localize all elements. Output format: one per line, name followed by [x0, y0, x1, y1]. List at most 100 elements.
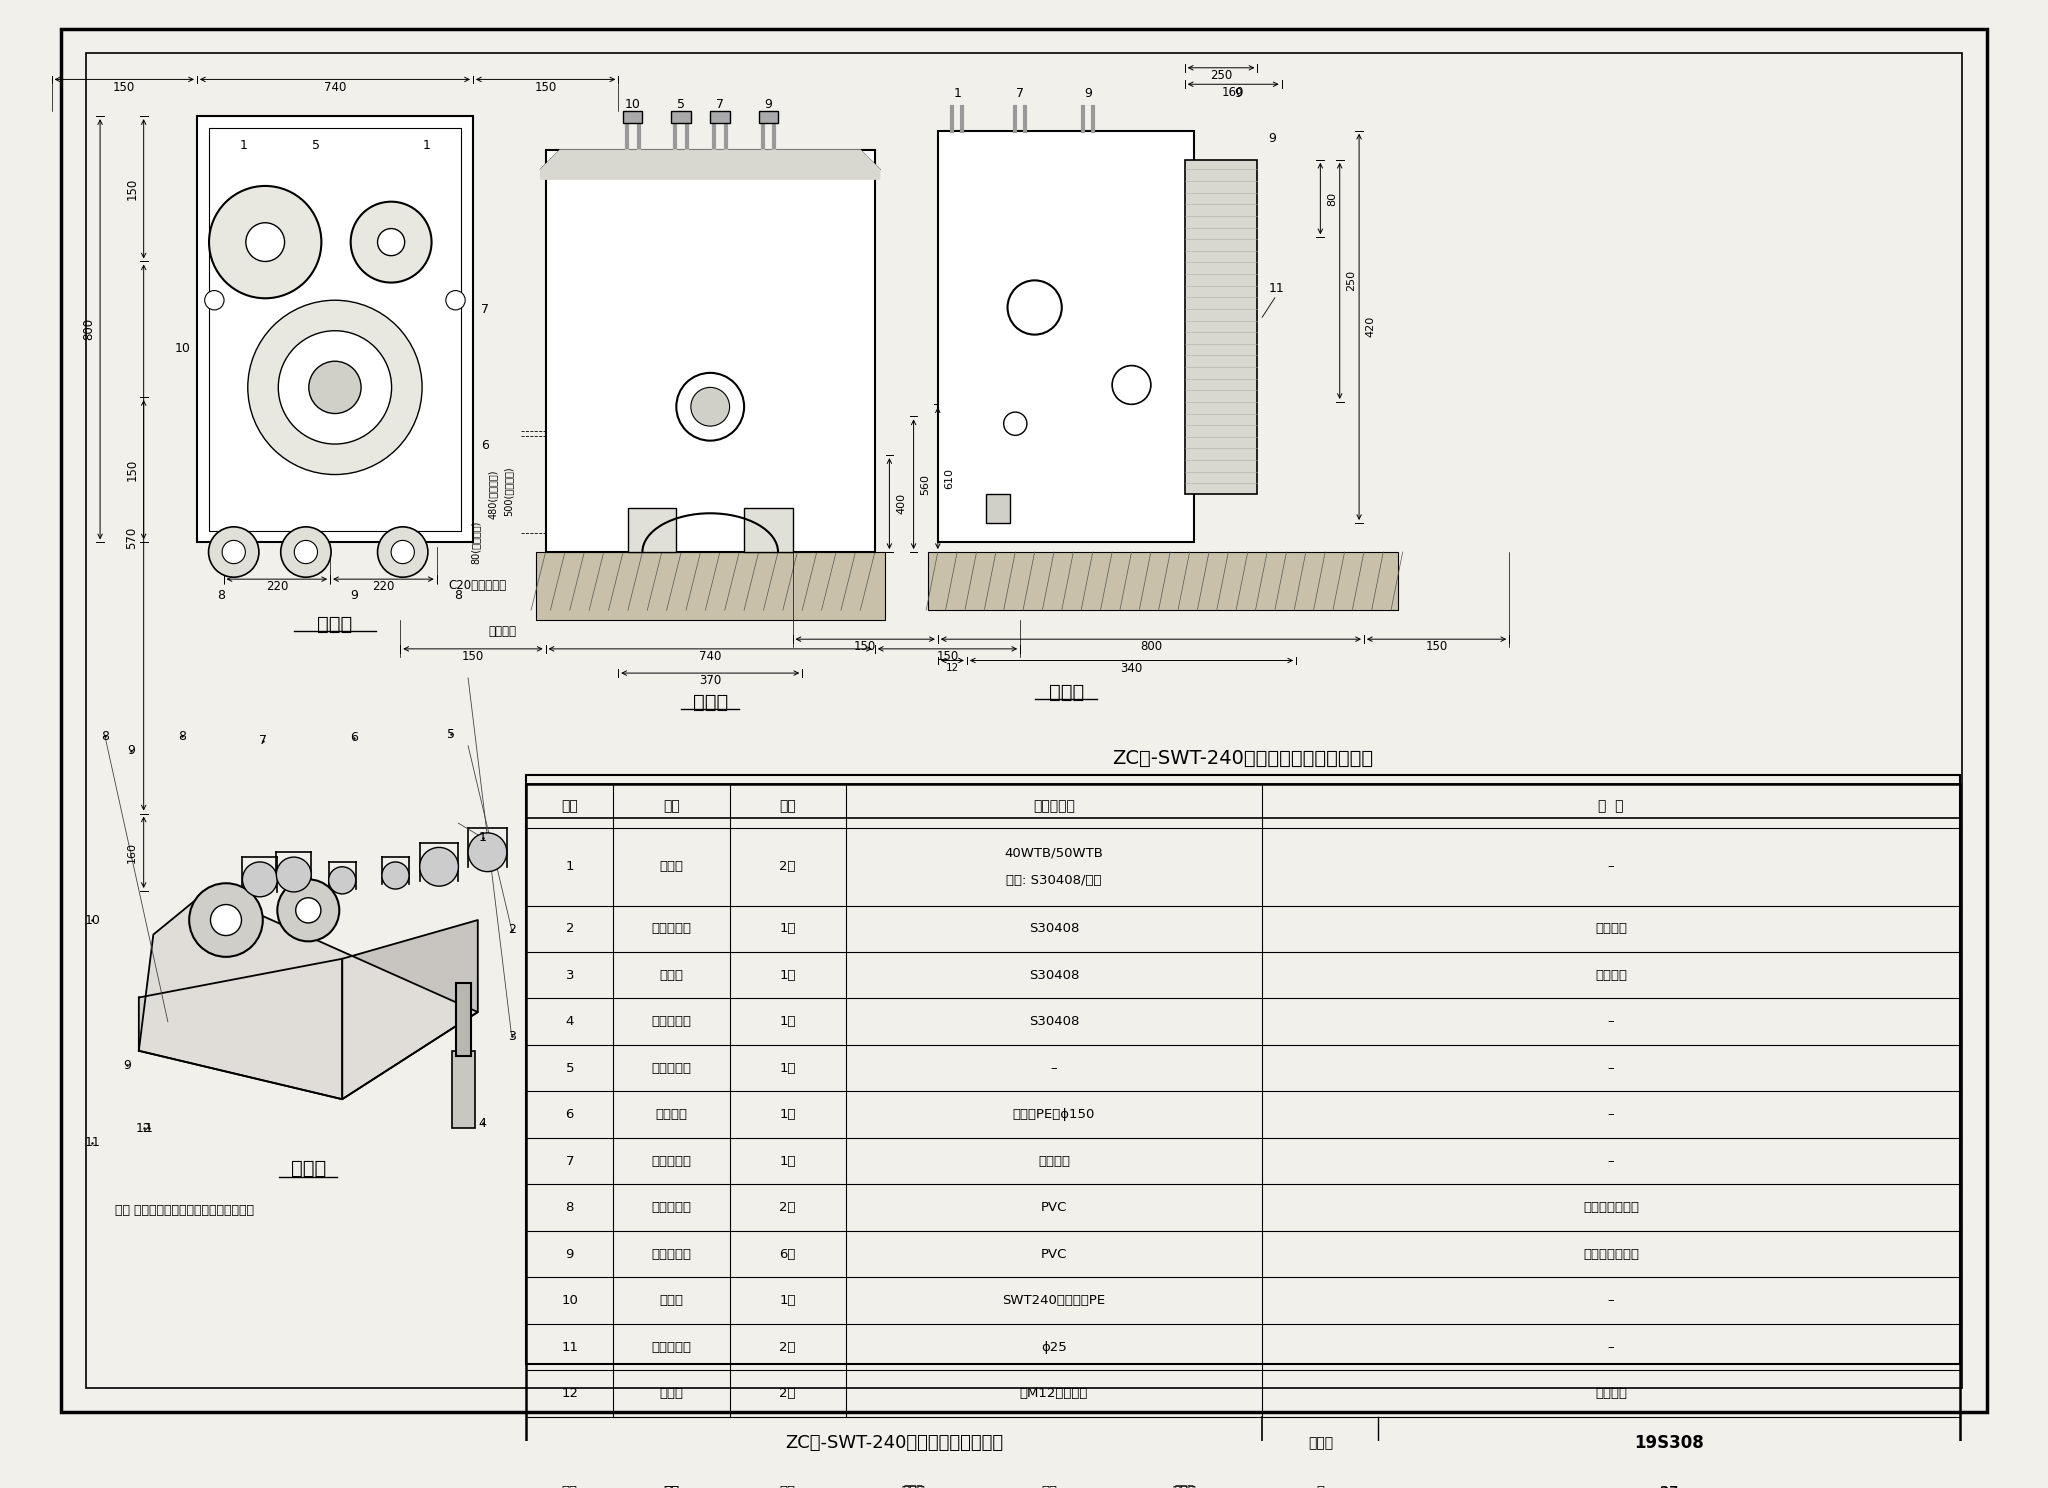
Circle shape — [295, 540, 317, 564]
Text: 9: 9 — [127, 744, 135, 757]
Text: 8: 8 — [178, 729, 186, 743]
Bar — [1184, 159, 1257, 494]
Text: 9: 9 — [764, 98, 772, 112]
Circle shape — [211, 905, 242, 936]
Text: 150: 150 — [125, 458, 139, 481]
Text: 6: 6 — [350, 732, 358, 744]
Text: 左视图: 左视图 — [1049, 683, 1083, 702]
Text: 220: 220 — [373, 580, 395, 594]
Text: 1套: 1套 — [780, 1295, 797, 1306]
Text: 9: 9 — [1268, 132, 1276, 144]
Text: 两侧对称: 两侧对称 — [1595, 1387, 1626, 1400]
Text: 审核: 审核 — [561, 1485, 578, 1488]
Text: –: – — [1608, 1341, 1614, 1354]
Text: 10: 10 — [625, 98, 641, 112]
Text: 管径由设计确定: 管径由设计确定 — [1583, 1201, 1638, 1214]
Bar — [526, 775, 1960, 1363]
Bar — [711, 112, 729, 124]
Circle shape — [279, 330, 391, 443]
Text: 膨胀螺栓: 膨胀螺栓 — [489, 625, 516, 638]
Circle shape — [420, 847, 459, 887]
Text: 40WTB/50WTB: 40WTB/50WTB — [1006, 847, 1104, 860]
Text: 9: 9 — [123, 1059, 131, 1071]
Text: 1: 1 — [240, 138, 248, 152]
Text: 420: 420 — [1366, 317, 1376, 338]
Text: 740: 740 — [698, 650, 721, 664]
Text: 2个: 2个 — [780, 1201, 797, 1214]
Text: –: – — [1608, 860, 1614, 873]
Bar — [453, 1051, 475, 1128]
Text: 快装结构: 快装结构 — [1595, 923, 1626, 936]
Polygon shape — [541, 150, 881, 179]
Text: 排空管接口: 排空管接口 — [651, 1341, 692, 1354]
Text: 3: 3 — [565, 969, 573, 982]
Text: 设计: 设计 — [1040, 1485, 1057, 1488]
Text: –: – — [1608, 1295, 1614, 1306]
Text: 150: 150 — [854, 640, 877, 653]
Text: 1个: 1个 — [780, 923, 797, 936]
Text: 7: 7 — [717, 98, 723, 112]
Text: –: – — [1608, 1155, 1614, 1168]
Text: 12: 12 — [561, 1387, 578, 1400]
Text: 340: 340 — [1120, 662, 1143, 674]
Text: 7: 7 — [565, 1155, 573, 1168]
Text: SWT240，高密度PE: SWT240，高密度PE — [1001, 1295, 1106, 1306]
Text: –: – — [1608, 1062, 1614, 1074]
Text: 150: 150 — [1425, 640, 1448, 653]
Text: S30408: S30408 — [1028, 1015, 1079, 1028]
Bar — [545, 150, 874, 552]
Text: 250: 250 — [1210, 68, 1233, 82]
Polygon shape — [139, 958, 342, 1100]
Text: 5: 5 — [678, 98, 686, 112]
Text: 9: 9 — [350, 589, 358, 603]
Text: 图集号: 图集号 — [1309, 1436, 1333, 1451]
Polygon shape — [342, 920, 477, 1100]
Text: 1个: 1个 — [780, 1109, 797, 1120]
Text: 页: 页 — [1317, 1485, 1325, 1488]
Text: 150: 150 — [125, 177, 139, 199]
Text: 2: 2 — [508, 923, 516, 936]
Text: 11: 11 — [561, 1341, 578, 1354]
Text: 11: 11 — [84, 1137, 100, 1149]
Text: 9: 9 — [1083, 88, 1092, 101]
Text: 止回阀: 止回阀 — [659, 969, 684, 982]
Text: 1套: 1套 — [780, 1155, 797, 1168]
Circle shape — [221, 540, 246, 564]
Text: ZC型-SWT-240污水提升装置安装图: ZC型-SWT-240污水提升装置安装图 — [784, 1434, 1004, 1452]
Text: 集水算盖: 集水算盖 — [655, 1109, 688, 1120]
Bar — [526, 784, 1960, 1488]
Text: 快装结构: 快装结构 — [1595, 969, 1626, 982]
Text: 1个: 1个 — [780, 1062, 797, 1074]
Text: 叶轮: S30408/铸铁: 叶轮: S30408/铸铁 — [1006, 873, 1102, 887]
Text: 480(启泵水位): 480(启泵水位) — [487, 469, 498, 519]
Text: 8: 8 — [455, 589, 463, 603]
Circle shape — [1004, 412, 1026, 436]
Text: 1: 1 — [422, 138, 430, 152]
Text: 材料或规格: 材料或规格 — [1032, 799, 1075, 814]
Text: 7: 7 — [481, 304, 489, 317]
Circle shape — [377, 527, 428, 577]
Bar — [209, 128, 461, 531]
Circle shape — [690, 387, 729, 426]
Text: 150: 150 — [461, 650, 483, 664]
Text: PVC: PVC — [1040, 1201, 1067, 1214]
Bar — [629, 509, 676, 552]
Text: 7: 7 — [258, 735, 266, 747]
Text: PVC: PVC — [1040, 1247, 1067, 1260]
Text: 备  注: 备 注 — [1597, 799, 1624, 814]
Text: 1: 1 — [952, 88, 961, 101]
Text: 220: 220 — [266, 580, 289, 594]
Text: 1: 1 — [479, 832, 487, 844]
Text: 800: 800 — [82, 318, 94, 341]
Text: 9: 9 — [1235, 88, 1241, 101]
Text: 5: 5 — [446, 728, 455, 741]
Text: 2: 2 — [565, 923, 573, 936]
Text: ZC型-SWT-240污水提升装置产品配置表: ZC型-SWT-240污水提升装置产品配置表 — [1112, 748, 1374, 768]
Text: 800: 800 — [1141, 640, 1161, 653]
Text: 2个: 2个 — [780, 1387, 797, 1400]
Text: 150: 150 — [535, 80, 557, 94]
Bar — [743, 509, 793, 552]
Text: 出水口球阀: 出水口球阀 — [651, 923, 692, 936]
Text: 注： 配套螺丝等标准件均为不锈钔材质。: 注： 配套螺丝等标准件均为不锈钔材质。 — [115, 1204, 254, 1217]
Bar — [455, 984, 471, 1055]
